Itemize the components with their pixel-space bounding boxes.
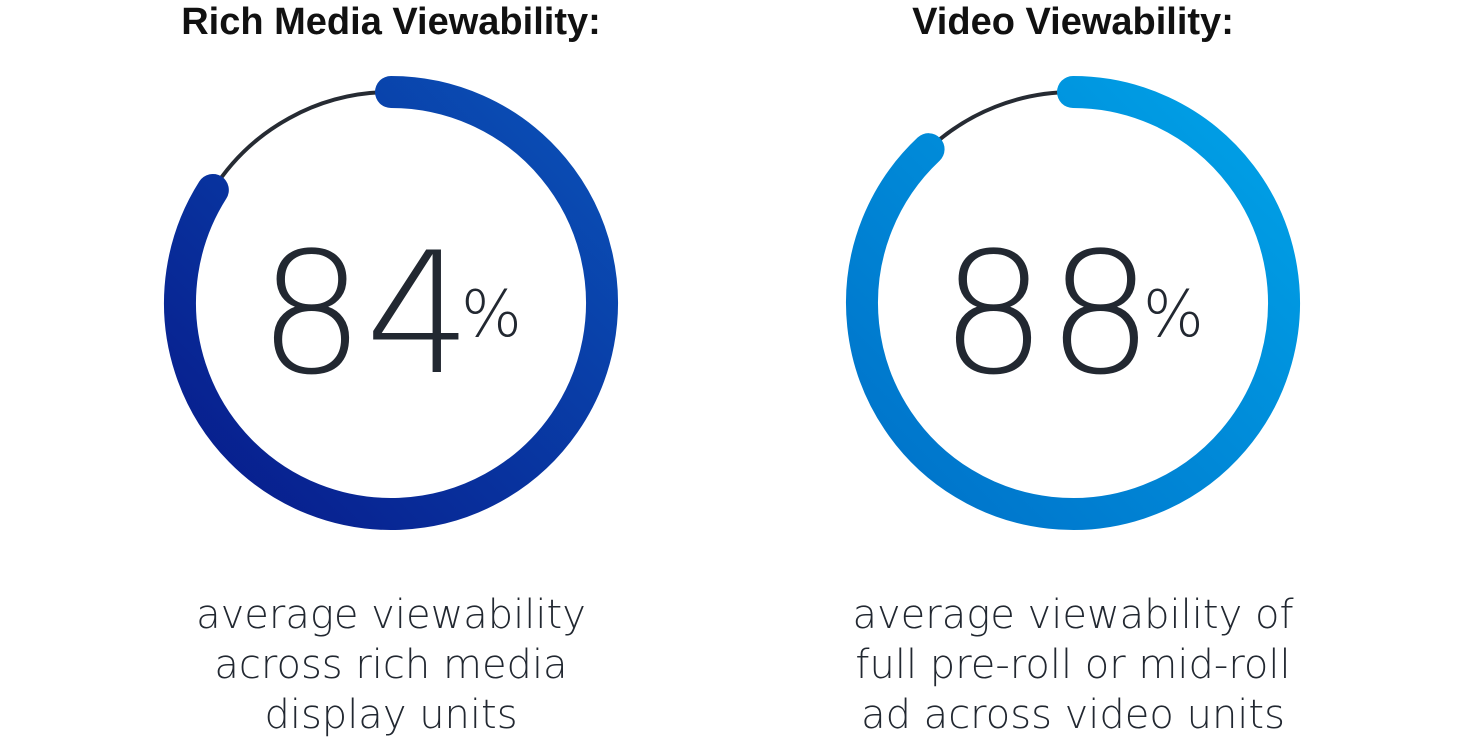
- description-line: across rich media: [214, 642, 567, 688]
- track-arc: [927, 90, 1074, 151]
- value-label: 84: [258, 216, 472, 412]
- track-arc: [211, 90, 392, 192]
- description-line: display units: [264, 692, 517, 738]
- description-line: average viewability: [196, 592, 586, 638]
- chart-title: Video Viewability:: [912, 1, 1234, 43]
- description-line: average viewability of: [852, 592, 1293, 638]
- description-line: full pre-roll or mid-roll: [855, 642, 1290, 688]
- unit-label: %: [1143, 278, 1204, 352]
- gauge-arc: [164, 76, 618, 530]
- gauge-arc: [846, 76, 1300, 530]
- description-line: ad across video units: [861, 692, 1285, 738]
- chart-title: Rich Media Viewability:: [181, 1, 601, 43]
- value-label: 88: [940, 216, 1154, 412]
- unit-label: %: [461, 278, 522, 352]
